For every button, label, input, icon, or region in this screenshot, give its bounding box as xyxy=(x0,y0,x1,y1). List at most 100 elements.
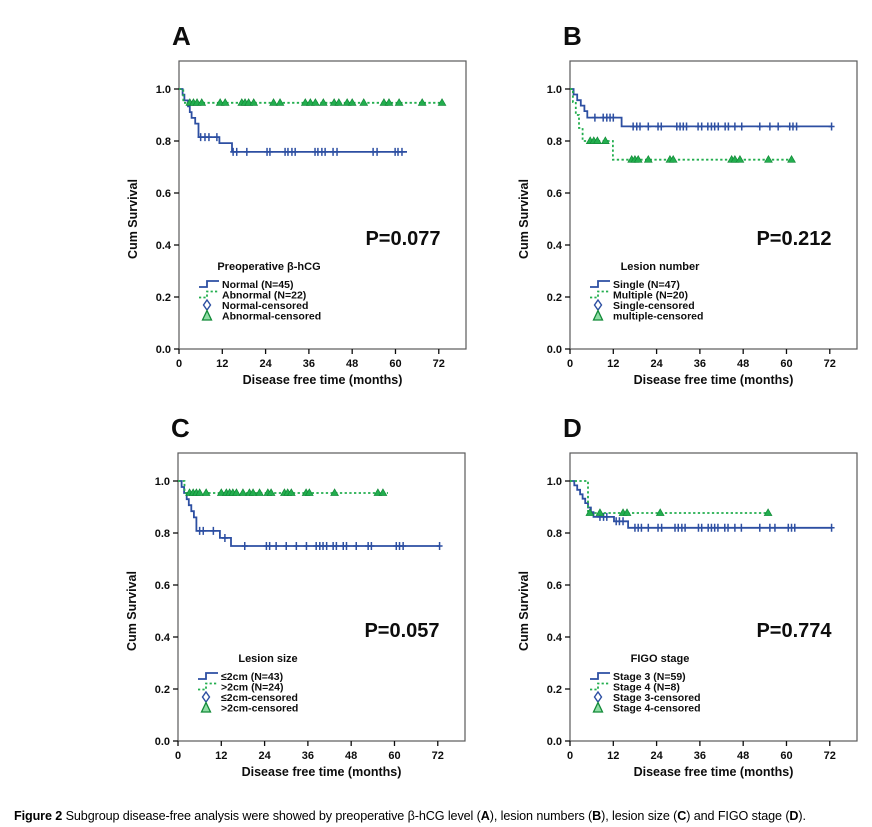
censor-plus-mark xyxy=(591,113,598,122)
censor-plus-mark xyxy=(292,147,299,156)
y-axis: 0.0 0.2 0.4 0.6 0.8 1.0 Cum Survival xyxy=(126,84,179,356)
x-tick-label: 48 xyxy=(737,358,749,370)
y-tick-label: 1.0 xyxy=(547,476,562,488)
legend-triangle-swatch xyxy=(592,700,604,713)
censor-triangle-mark xyxy=(633,155,643,163)
legend-item: ≤2cm (N=43) xyxy=(198,671,283,683)
censor-plus-mark xyxy=(436,542,443,550)
censor-triangle-mark xyxy=(232,488,241,496)
legend-dotted-line-swatch xyxy=(590,290,610,299)
legend-triangle-swatch xyxy=(201,308,213,321)
censor-plus-mark xyxy=(645,523,652,532)
censor-triangle-mark xyxy=(735,155,745,163)
panel-B: B 0.0 0.2 0.4 0.6 0.8 1.0 Cum Survival 0 12 24 36 48… xyxy=(517,21,858,387)
caption-bold-text: C xyxy=(677,808,687,823)
censor-plus-mark xyxy=(638,523,645,532)
censor-plus-mark xyxy=(738,122,745,131)
censor-plus-mark xyxy=(756,122,763,131)
censor-plus-mark xyxy=(210,526,217,535)
censor-plus-mark xyxy=(343,542,350,550)
panel-letter: D xyxy=(563,413,582,443)
y-axis: 0.0 0.2 0.4 0.6 0.8 1.0 Cum Survival xyxy=(517,84,570,356)
censor-plus-mark xyxy=(603,512,610,521)
censor-plus-mark xyxy=(636,122,643,131)
caption-bold-text: A xyxy=(480,808,490,823)
legend-dotted-line-swatch xyxy=(590,682,610,691)
censor-plus-mark xyxy=(221,533,228,542)
x-axis-title: Disease free time (months) xyxy=(243,373,403,387)
panel-letter: C xyxy=(171,413,190,443)
censor-plus-mark xyxy=(243,147,250,156)
legend-diamond-swatch xyxy=(201,690,211,704)
y-tick-label: 0.0 xyxy=(547,344,562,356)
censor-plus-mark xyxy=(683,122,690,131)
censor-triangle-mark xyxy=(622,508,632,516)
x-tick-label: 72 xyxy=(824,750,836,762)
figure-caption: Figure 2 Subgroup disease-free analysis … xyxy=(14,809,859,825)
x-tick-label: 48 xyxy=(737,750,749,762)
legend-item: Stage 3-censored xyxy=(593,690,701,704)
km-series-solid xyxy=(178,480,443,550)
censor-plus-mark xyxy=(283,542,290,550)
legend-item-label: ≤2cm (N=43) xyxy=(221,671,283,683)
x-tick-label: 36 xyxy=(694,750,706,762)
legend-item: multiple-censored xyxy=(592,308,703,323)
legend-item-label: ≤2cm-censored xyxy=(221,692,298,704)
legend-item-label: Abnormal (N=22) xyxy=(222,290,306,302)
km-series-solid xyxy=(570,480,835,532)
y-axis-title: Cum Survival xyxy=(517,179,531,259)
legend-diamond-swatch xyxy=(593,298,603,312)
legend-item: >2cm-censored xyxy=(200,700,298,715)
legend-item-label: Abnormal-censored xyxy=(222,311,321,323)
y-axis: 0.0 0.2 0.4 0.6 0.8 1.0 Cum Survival xyxy=(125,476,178,748)
km-curve xyxy=(570,480,770,514)
censor-triangle-mark xyxy=(248,488,258,496)
panel-letter: B xyxy=(563,21,582,51)
y-axis-title: Cum Survival xyxy=(126,179,140,259)
y-tick-label: 0.0 xyxy=(547,736,562,748)
censor-plus-mark xyxy=(368,542,375,550)
y-tick-label: 0.0 xyxy=(156,344,171,356)
censor-plus-mark xyxy=(200,526,207,535)
censor-plus-mark xyxy=(738,523,745,532)
legend-dotted-line-swatch xyxy=(199,290,219,299)
censor-triangle-mark xyxy=(668,155,678,163)
censor-triangle-mark xyxy=(304,488,314,496)
censor-plus-mark xyxy=(766,122,773,131)
censor-plus-mark xyxy=(725,122,732,131)
censor-plus-mark xyxy=(715,122,722,131)
x-tick-label: 60 xyxy=(388,750,400,762)
censor-plus-mark xyxy=(303,542,310,550)
y-tick-label: 0.4 xyxy=(547,240,563,252)
censor-triangle-mark xyxy=(585,508,595,516)
legend-item-label: Stage 4 (N=8) xyxy=(613,682,680,694)
x-tick-label: 24 xyxy=(258,750,271,762)
censor-plus-mark xyxy=(682,523,689,532)
censor-plus-mark xyxy=(828,122,835,131)
censor-plus-mark xyxy=(766,523,773,532)
legend: Lesion number Single (N=47)Multiple (N=20… xyxy=(590,261,703,323)
caption-text: ), lesion numbers ( xyxy=(489,808,593,823)
x-tick-label: 48 xyxy=(345,750,357,762)
caption-bold-text: B xyxy=(592,808,602,823)
legend-item: Stage 3 (N=59) xyxy=(590,671,686,683)
legend-item: ≤2cm-censored xyxy=(201,690,298,704)
y-tick-label: 1.0 xyxy=(155,476,170,488)
censor-plus-mark xyxy=(714,523,721,532)
censor-triangle-mark xyxy=(437,98,447,106)
y-tick-label: 0.8 xyxy=(547,528,562,540)
censor-plus-mark xyxy=(725,523,732,532)
km-series-solid xyxy=(570,88,835,131)
km-series-dotted xyxy=(178,480,388,496)
censor-triangle-mark xyxy=(655,508,665,516)
x-tick-label: 36 xyxy=(303,358,315,370)
legend-item-label: multiple-censored xyxy=(613,311,703,323)
caption-bold-text: D xyxy=(789,808,799,823)
legend-item-label: >2cm (N=24) xyxy=(221,682,283,694)
censor-triangle-mark xyxy=(643,155,653,163)
legend-item: Normal (N=45) xyxy=(199,279,293,291)
x-tick-label: 72 xyxy=(432,750,444,762)
legend-item-label: Single (N=47) xyxy=(613,279,680,291)
legend-item-label: Normal-censored xyxy=(222,300,308,312)
